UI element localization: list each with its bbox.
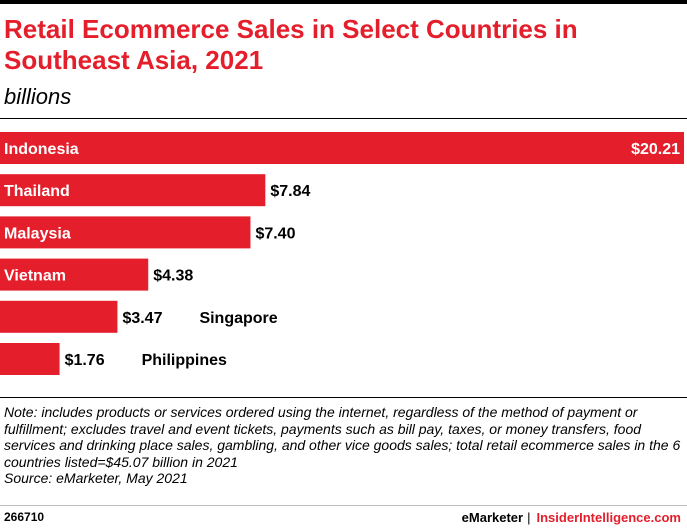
divider-top — [0, 118, 687, 119]
category-label-vietnam: Vietnam — [4, 268, 66, 285]
bar-chart: Indonesia $20.21 Thailand $7.84 Malaysia $7.4… — [0, 132, 684, 375]
value-label-malaysia: $7.40 — [255, 225, 295, 242]
bar-indonesia — [0, 132, 684, 164]
category-label-indonesia: Indonesia — [4, 141, 79, 158]
divider-bottom — [0, 397, 687, 398]
category-label-philippines: Philippines — [142, 352, 227, 369]
brand-emarketer[interactable]: eMarketer — [461, 510, 524, 525]
bar-thailand — [0, 174, 266, 207]
value-label-philippines: $1.76 — [65, 352, 105, 369]
footer-rule — [0, 505, 687, 506]
top-rule — [0, 0, 687, 4]
value-label-vietnam: $4.38 — [153, 268, 193, 285]
brand-separator: | — [527, 510, 531, 525]
chart-id: 266710 — [4, 510, 45, 524]
bar-malaysia — [0, 216, 251, 249]
chart-title: Retail Ecommerce Sales in Select Countri… — [4, 14, 578, 75]
chart-note: Note: includes products or services orde… — [4, 404, 684, 487]
note-text: Note: includes products or services orde… — [4, 404, 681, 470]
bar-vietnam — [0, 258, 149, 291]
category-label-singapore: Singapore — [199, 310, 277, 327]
value-label-indonesia: $20.21 — [631, 141, 680, 158]
value-label-thailand: $7.84 — [270, 183, 310, 200]
source-text: Source: eMarketer, May 2021 — [4, 470, 188, 487]
category-label-thailand: Thailand — [4, 183, 70, 200]
brand-footer: eMarketer | InsiderIntelligence.com — [462, 510, 681, 525]
chart-subtitle: billions — [4, 84, 72, 109]
bar-philippines — [0, 343, 60, 375]
category-label-malaysia: Malaysia — [4, 225, 71, 242]
bar-singapore — [0, 300, 118, 333]
brand-insider-intelligence[interactable]: InsiderIntelligence.com — [536, 510, 682, 525]
value-label-singapore: $3.47 — [122, 310, 162, 327]
